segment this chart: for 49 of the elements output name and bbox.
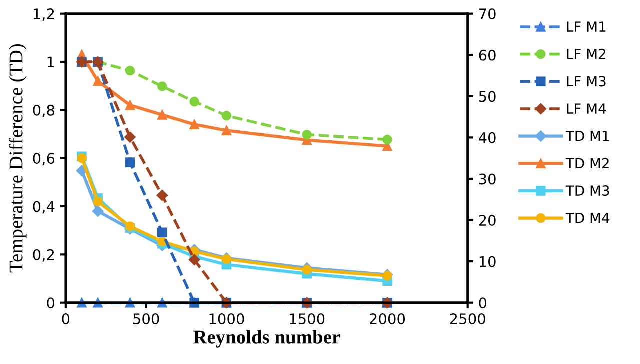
y-tick-label: 0,4 <box>33 201 55 214</box>
legend-label: TD M4 <box>566 213 610 224</box>
point <box>302 130 312 140</box>
x-tick-label: 1000 <box>210 314 244 325</box>
point <box>156 190 168 202</box>
point <box>125 66 136 76</box>
y-tick-label: 0,6 <box>33 153 55 166</box>
point <box>382 134 392 145</box>
y-tick-label: 1 <box>48 56 54 68</box>
y-tick-label: 0,8 <box>33 104 55 118</box>
point <box>222 126 232 136</box>
x-tick-label: 1500 <box>290 314 325 325</box>
x-tick-label: 2500 <box>450 314 486 325</box>
legend-label: LF M4 <box>567 104 606 114</box>
y2-tick-label: 30 <box>479 174 496 185</box>
x-tick-label: 0 <box>62 314 70 325</box>
point <box>190 120 200 130</box>
legend-label: TD M2 <box>566 158 609 168</box>
legend-label: LF M3 <box>567 76 606 87</box>
point <box>93 196 103 207</box>
legend-label: TD M1 <box>566 131 610 142</box>
point <box>93 76 103 86</box>
y2-tick-label: 40 <box>478 132 496 144</box>
point <box>190 96 200 107</box>
y-tick-label: 0,2 <box>33 249 54 262</box>
y2-tick-label: 20 <box>479 214 496 226</box>
legend-label: LF M2 <box>567 48 606 60</box>
y2-tick-label: 60 <box>479 50 496 61</box>
y2-tick-label: 70 <box>479 8 496 20</box>
y2-tick-label: 50 <box>479 91 496 102</box>
legend-label: TD M3 <box>566 186 610 196</box>
y-tick-label: 0 <box>47 298 55 309</box>
point <box>92 206 104 217</box>
y-tick-label: 1,2 <box>34 8 54 22</box>
y-axis-title: Temperature Difference (TD) <box>8 44 27 273</box>
x-tick-label: 500 <box>134 314 160 325</box>
y2-tick-label: 0 <box>479 298 487 309</box>
point <box>125 100 136 110</box>
x-tick-label: 2000 <box>370 314 406 325</box>
point <box>158 228 168 238</box>
y2-tick-label: 10 <box>480 256 496 268</box>
point <box>158 82 168 92</box>
point <box>188 254 200 266</box>
point <box>158 110 168 120</box>
legend-label: LF M1 <box>567 22 606 32</box>
point <box>124 132 136 143</box>
point <box>222 110 232 121</box>
x-axis-title: Reynolds number <box>193 330 340 348</box>
point <box>125 158 136 168</box>
